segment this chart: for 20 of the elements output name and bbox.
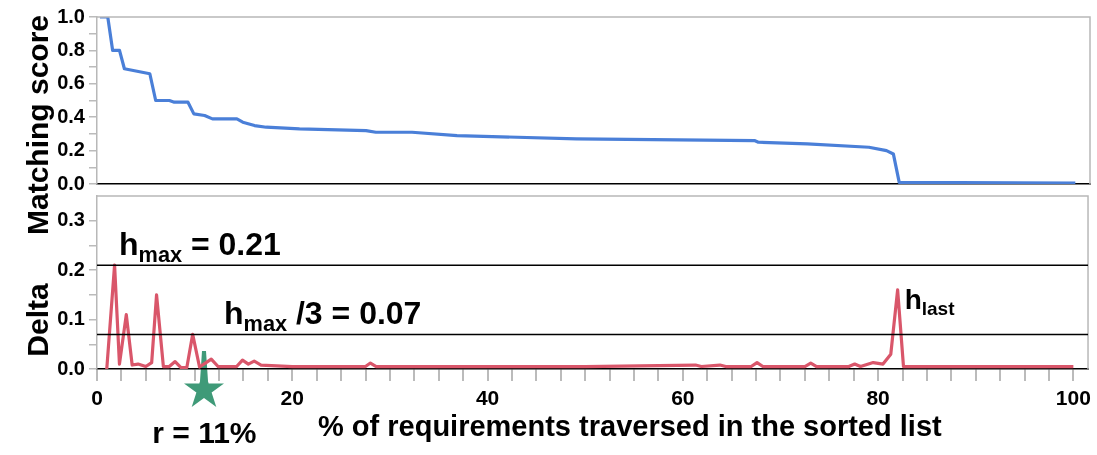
y-tick-label: 0.2 <box>57 257 85 280</box>
x-axis-title: % of requirements traversed in the sorted list <box>318 410 942 443</box>
y-tick-label: 0.6 <box>57 71 85 94</box>
x-tick-label: 100 <box>1055 386 1091 410</box>
x-tick-label: 60 <box>671 386 695 410</box>
y-axis-title: Matching score <box>21 14 55 236</box>
y-axis-title: Delta <box>21 283 55 357</box>
x-tick-label: 0 <box>91 386 103 410</box>
x-tick-label: 40 <box>475 386 500 410</box>
y-tick-label: 1.0 <box>57 4 85 27</box>
annotation: r = 11% <box>152 416 257 449</box>
y-tick-label: 0.1 <box>57 307 85 330</box>
x-tick-label: 80 <box>866 386 890 410</box>
x-tick-label: 20 <box>280 386 304 410</box>
y-tick-label: 0.0 <box>57 171 85 194</box>
y-tick-label: 0.4 <box>57 104 86 127</box>
y-tick-label: 0.0 <box>57 356 85 379</box>
y-tick-label: 0.2 <box>57 138 85 161</box>
y-tick-label: 0.3 <box>57 208 85 231</box>
y-tick-label: 0.8 <box>57 37 85 60</box>
